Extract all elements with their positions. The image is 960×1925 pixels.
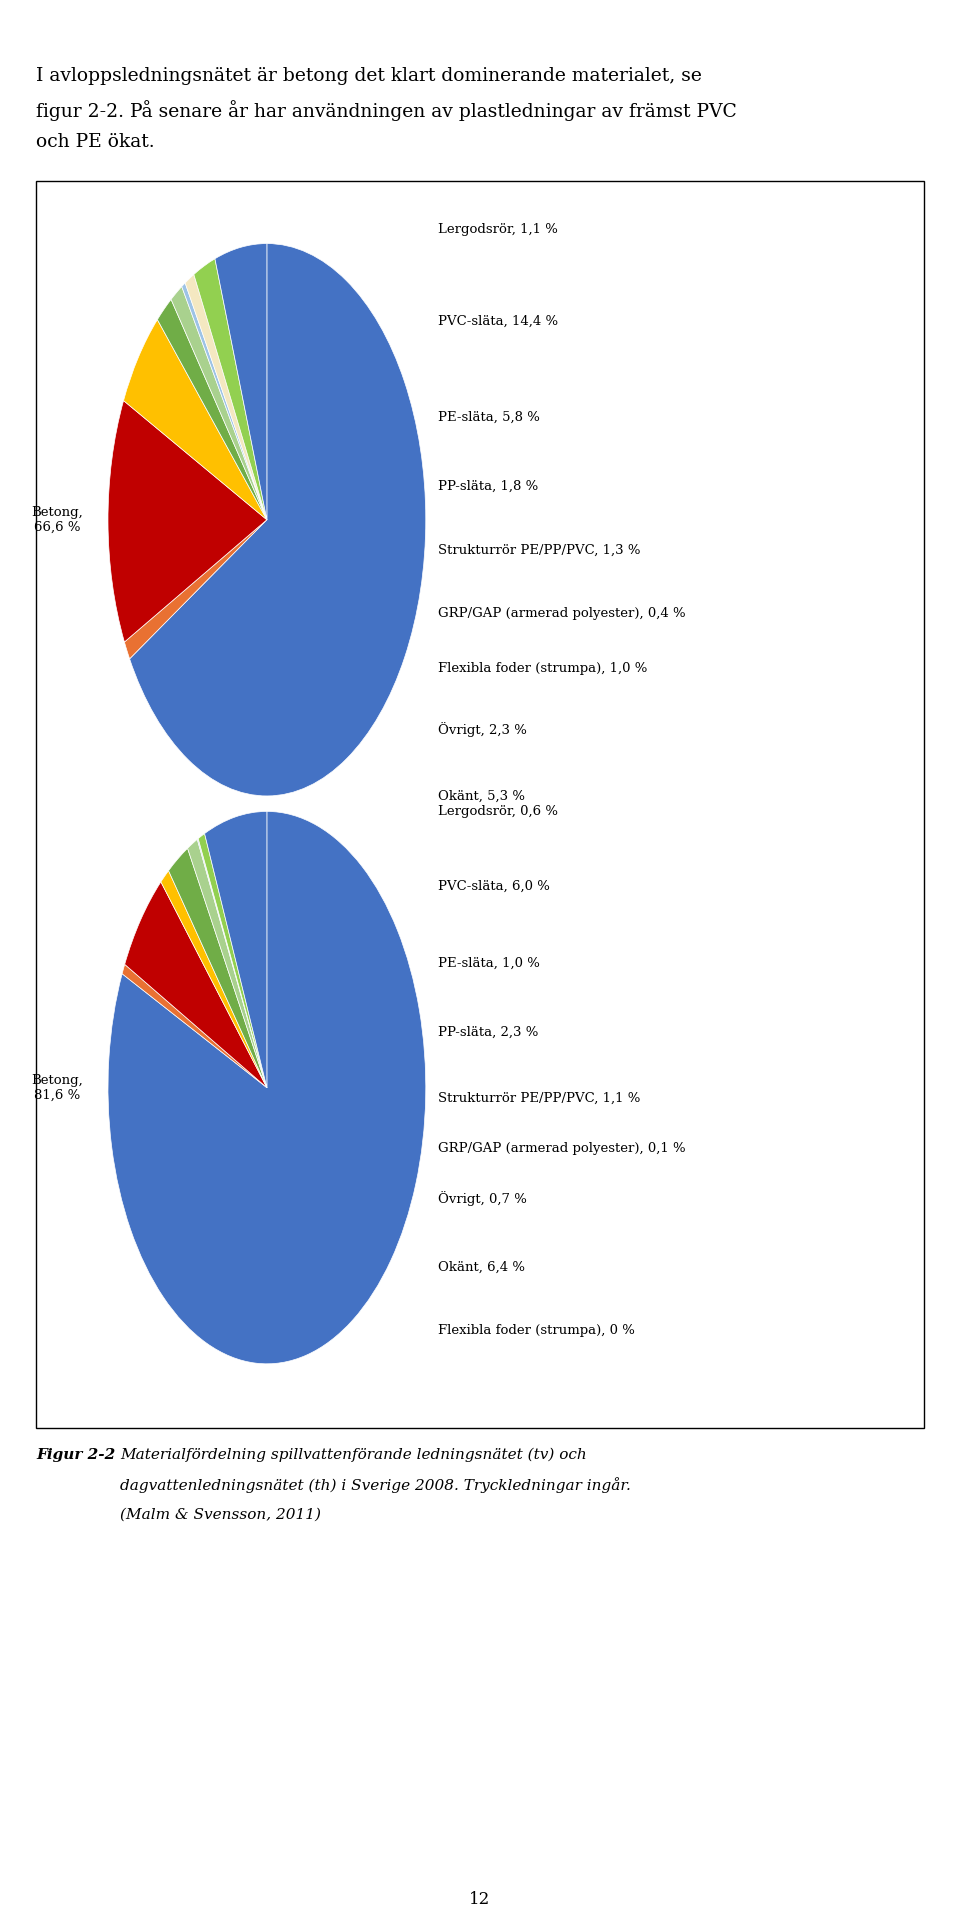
- Wedge shape: [194, 258, 267, 520]
- Wedge shape: [198, 839, 267, 1088]
- Text: Flexibla foder (strumpa), 0 %: Flexibla foder (strumpa), 0 %: [439, 1324, 636, 1338]
- Text: och PE ökat.: och PE ökat.: [36, 133, 156, 150]
- Text: PVC-släta, 14,4 %: PVC-släta, 14,4 %: [439, 314, 559, 327]
- Wedge shape: [204, 812, 267, 1088]
- Wedge shape: [185, 275, 267, 520]
- Text: PP-släta, 2,3 %: PP-släta, 2,3 %: [439, 1026, 539, 1040]
- Text: 12: 12: [469, 1892, 491, 1908]
- Text: Materialfördelning spillvattenförande ledningsnätet (tv) och: Materialfördelning spillvattenförande le…: [120, 1448, 587, 1461]
- Wedge shape: [171, 287, 267, 520]
- Text: PE-släta, 5,8 %: PE-släta, 5,8 %: [439, 412, 540, 424]
- Text: Okänt, 6,4 %: Okänt, 6,4 %: [439, 1261, 525, 1274]
- Text: Övrigt, 2,3 %: Övrigt, 2,3 %: [439, 722, 527, 737]
- Wedge shape: [198, 834, 267, 1088]
- Text: Övrigt, 0,7 %: Övrigt, 0,7 %: [439, 1190, 527, 1205]
- Wedge shape: [181, 283, 267, 520]
- Text: dagvattenledningsnätet (th) i Sverige 2008. Tryckledningar ingår.: dagvattenledningsnätet (th) i Sverige 20…: [120, 1478, 631, 1494]
- Wedge shape: [108, 400, 267, 643]
- Text: Betong,
81,6 %: Betong, 81,6 %: [32, 1074, 83, 1101]
- Text: Lergodsrör, 0,6 %: Lergodsrör, 0,6 %: [439, 805, 559, 818]
- Wedge shape: [157, 300, 267, 520]
- Wedge shape: [198, 839, 267, 1088]
- Wedge shape: [169, 849, 267, 1088]
- Text: I avloppsledningsnätet är betong det klart dominerande materialet, se: I avloppsledningsnätet är betong det kla…: [36, 67, 703, 85]
- Wedge shape: [187, 839, 267, 1088]
- Text: Strukturrör PE/PP/PVC, 1,1 %: Strukturrör PE/PP/PVC, 1,1 %: [439, 1091, 641, 1105]
- Text: GRP/GAP (armerad polyester), 0,4 %: GRP/GAP (armerad polyester), 0,4 %: [439, 606, 686, 620]
- Text: GRP/GAP (armerad polyester), 0,1 %: GRP/GAP (armerad polyester), 0,1 %: [439, 1142, 686, 1155]
- Wedge shape: [130, 244, 426, 795]
- Text: figur 2-2. På senare år har användningen av plastledningar av främst PVC: figur 2-2. På senare år har användningen…: [36, 100, 737, 121]
- Wedge shape: [108, 812, 426, 1363]
- Wedge shape: [125, 520, 267, 658]
- Text: PE-släta, 1,0 %: PE-släta, 1,0 %: [439, 957, 540, 970]
- Text: Figur 2-2: Figur 2-2: [36, 1448, 116, 1461]
- Wedge shape: [125, 882, 267, 1088]
- Text: (Malm & Svensson, 2011): (Malm & Svensson, 2011): [120, 1507, 321, 1521]
- Wedge shape: [161, 870, 267, 1088]
- Text: PVC-släta, 6,0 %: PVC-släta, 6,0 %: [439, 880, 550, 893]
- Text: Strukturrör PE/PP/PVC, 1,3 %: Strukturrör PE/PP/PVC, 1,3 %: [439, 543, 641, 556]
- Text: Flexibla foder (strumpa), 1,0 %: Flexibla foder (strumpa), 1,0 %: [439, 662, 648, 676]
- Text: Lergodsrör, 1,1 %: Lergodsrör, 1,1 %: [439, 223, 559, 237]
- Wedge shape: [124, 320, 267, 520]
- Wedge shape: [215, 244, 267, 520]
- Text: Okänt, 5,3 %: Okänt, 5,3 %: [439, 789, 525, 803]
- Text: PP-släta, 1,8 %: PP-släta, 1,8 %: [439, 479, 539, 493]
- Wedge shape: [122, 964, 267, 1088]
- Text: Betong,
66,6 %: Betong, 66,6 %: [32, 506, 83, 533]
